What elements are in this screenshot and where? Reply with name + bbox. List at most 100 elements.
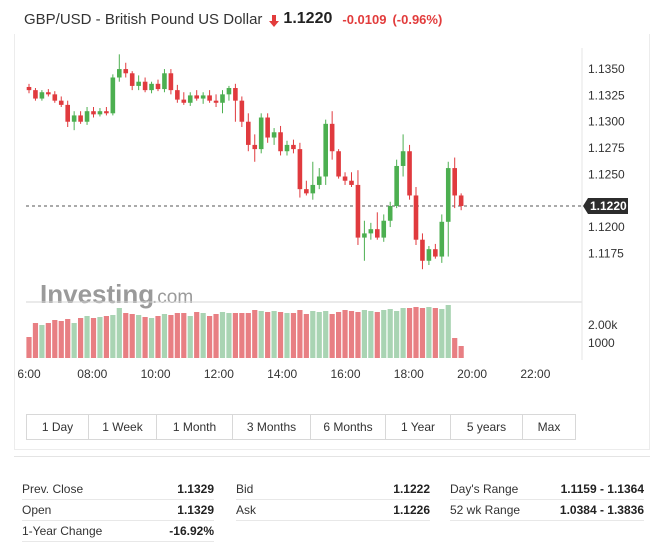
volume-bar (439, 309, 445, 358)
volume-bar (239, 313, 245, 358)
volume-bar (329, 314, 335, 358)
candle (246, 113, 251, 152)
candle (84, 106, 90, 125)
volume-bar (39, 325, 45, 358)
candle (110, 74, 116, 116)
candlestick-chart[interactable]: Investing .com 1.1350 1.1325 1.1300 1.1275 1… (0, 0, 656, 410)
volume-bar (348, 311, 355, 358)
candle (142, 77, 148, 93)
volume-bar (226, 313, 232, 358)
stat-row: Open 1.1329 (22, 500, 214, 521)
candle (258, 113, 264, 154)
candle (394, 159, 399, 209)
candle (26, 83, 32, 94)
volume-bar (136, 315, 142, 358)
volume-bar (387, 309, 393, 358)
volume-bar (303, 314, 309, 358)
stat-value: 1.1226 (393, 503, 430, 517)
candle (387, 201, 393, 228)
price-change-percent: (-0.96%) (392, 11, 443, 27)
volume-bar (297, 310, 303, 358)
candle (252, 134, 258, 162)
volume-bar (232, 313, 238, 358)
stat-value: 1.1222 (393, 482, 430, 496)
tab-1-day[interactable]: 1 Day (27, 415, 89, 439)
volume-bar (458, 346, 464, 358)
volume-bar (310, 311, 316, 358)
candle (71, 111, 77, 131)
candle (304, 180, 309, 196)
volume-bar (316, 312, 322, 358)
volume-bar (432, 308, 438, 358)
x-tick-label: 12:00 (204, 367, 234, 381)
volume-bar (342, 310, 348, 358)
volume-bar (419, 308, 426, 358)
volume-bar (219, 312, 226, 358)
candle (342, 172, 348, 185)
volume-bar (58, 321, 64, 358)
tab-1-year[interactable]: 1 Year (386, 415, 451, 439)
stat-row: Day's Range 1.1159 - 1.1364 (450, 479, 644, 500)
y-tick-label: 1.1300 (588, 115, 625, 129)
volume-bar (84, 316, 90, 358)
candle (58, 96, 64, 107)
candle (33, 88, 38, 101)
chart-frame (14, 34, 650, 450)
volume-bar (155, 316, 161, 358)
y-tick-label: 1.1325 (588, 88, 625, 102)
stat-row: 52 wk Range 1.0384 - 1.3836 (450, 500, 644, 521)
candle (291, 139, 296, 154)
volume-bar (252, 310, 258, 358)
stat-label: Prev. Close (22, 482, 84, 496)
y-tick-label: 1.1350 (588, 62, 625, 76)
volume-bar (245, 313, 251, 358)
candle (226, 85, 232, 101)
candle (52, 91, 58, 103)
stat-label: 52 wk Range (450, 503, 521, 517)
tab-3-months[interactable]: 3 Months (233, 415, 311, 439)
volume-bar (323, 311, 329, 358)
volume-bar (452, 338, 458, 358)
x-tick-label: 22:00 (520, 367, 550, 381)
volume-bar (413, 307, 419, 358)
candle (181, 92, 187, 105)
volume-bar (174, 313, 180, 358)
volume-bar (200, 313, 206, 358)
stat-label: Ask (236, 503, 257, 517)
watermark-brand: Investing (40, 279, 154, 309)
volume-bar (368, 311, 374, 358)
arrow-down-icon (269, 14, 280, 27)
stat-value: 1.1159 - 1.1364 (560, 482, 644, 496)
volume-bar (277, 312, 284, 358)
volume-tick-label: 1000 (588, 336, 615, 350)
tab-6-months[interactable]: 6 Months (311, 415, 386, 439)
tab-1-week[interactable]: 1 Week (89, 415, 157, 439)
volume-bar (116, 308, 122, 358)
volume-bar (97, 317, 103, 358)
volume-tick-label: 2.00k (588, 318, 618, 332)
volume-bar (290, 313, 297, 358)
volume-bar (65, 319, 71, 358)
candle (78, 111, 83, 124)
volume-bar (271, 311, 277, 358)
candle (97, 108, 103, 117)
candle (65, 100, 70, 127)
stats-column-1: Prev. Close 1.1329 Open 1.1329 1-Year Change… (22, 479, 214, 542)
stat-value: -16.92% (169, 524, 214, 538)
watermark-suffix: .com (152, 287, 193, 308)
tab-5-years[interactable]: 5 years (451, 415, 523, 439)
quote-stats: Prev. Close 1.1329 Open 1.1329 1-Year Change… (14, 456, 650, 542)
volume-bar (426, 307, 432, 358)
x-tick-label: 20:00 (457, 367, 487, 381)
candle (310, 161, 316, 200)
tab-max[interactable]: Max (537, 420, 561, 434)
stat-value: 1.1329 (177, 503, 214, 517)
volume-bar (400, 308, 406, 358)
candle (168, 69, 174, 95)
stats-column-2: Bid 1.1222 Ask 1.1226 (236, 479, 430, 521)
candle (349, 172, 354, 188)
current-price-tag (583, 198, 628, 214)
volume-bar (26, 337, 32, 358)
tab-1-month[interactable]: 1 Month (157, 415, 233, 439)
candle (433, 243, 438, 259)
